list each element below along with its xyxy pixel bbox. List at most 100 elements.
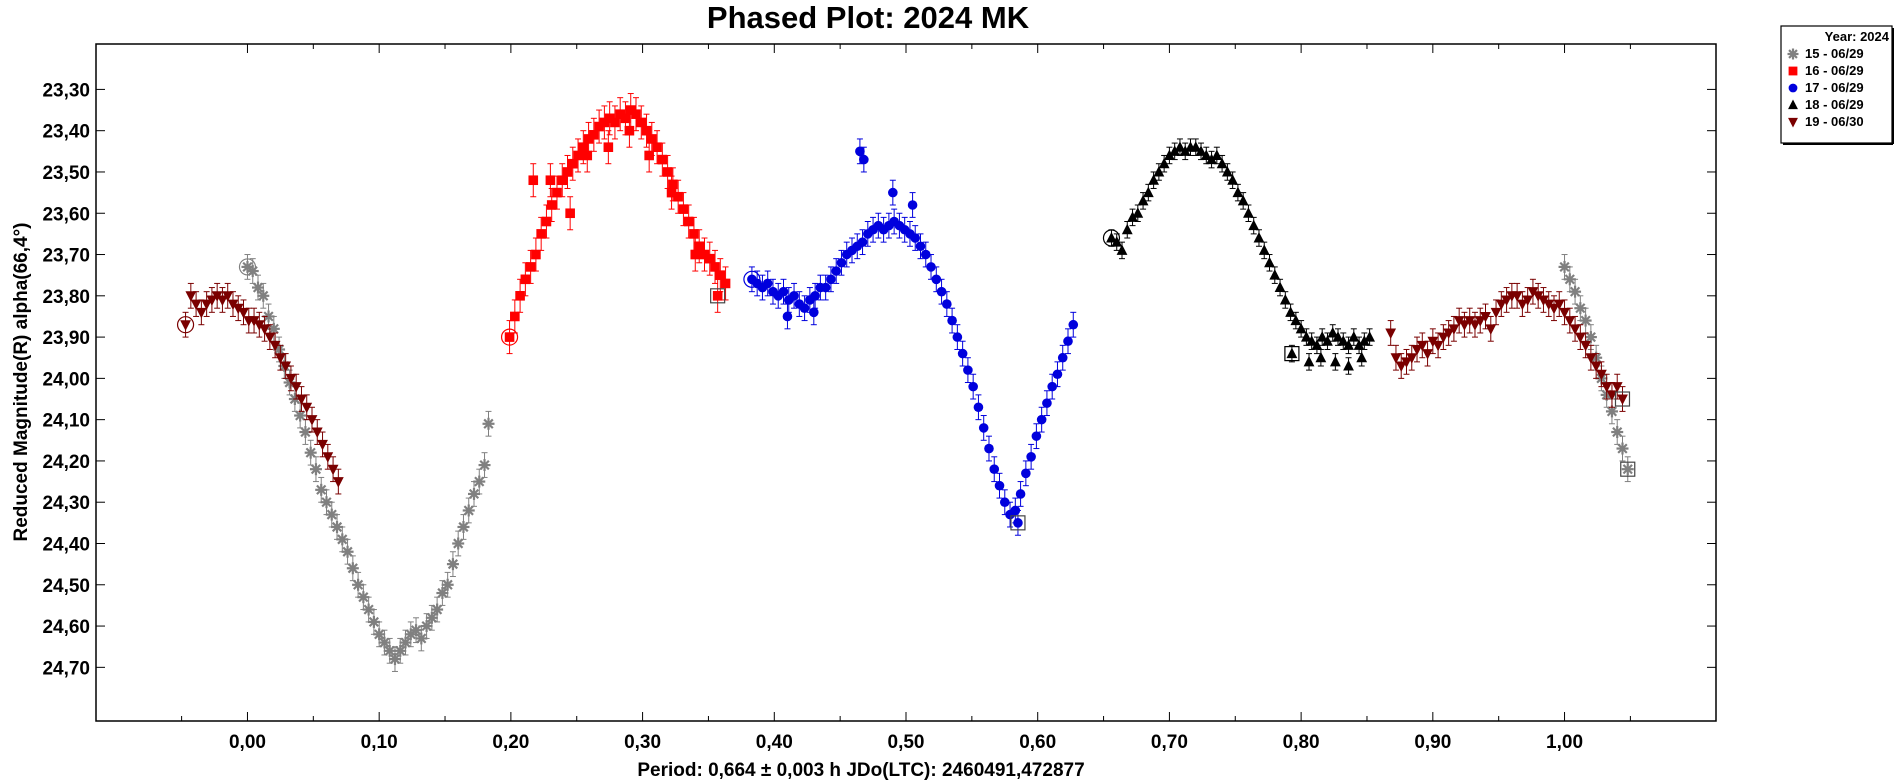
data-point: [1474, 316, 1486, 327]
y-tick-label: 23,80: [42, 287, 90, 308]
data-point: [1015, 489, 1026, 499]
data-point: [394, 644, 407, 657]
data-point: [831, 266, 841, 276]
data-point: [552, 187, 562, 198]
data-point: [431, 603, 444, 616]
data-point: [1332, 331, 1344, 342]
data-point: [1495, 299, 1507, 311]
data-point: [984, 443, 994, 454]
data-point: [280, 361, 292, 372]
data-point: [1322, 335, 1333, 346]
legend-marker: [1788, 66, 1798, 76]
data-point: [1200, 149, 1212, 160]
data-point: [1464, 316, 1476, 327]
data-point: [1315, 351, 1327, 363]
data-point: [907, 200, 918, 210]
data-point: [1279, 293, 1291, 305]
data-point: [582, 150, 593, 161]
data-point: [462, 504, 475, 517]
data-point: [1437, 332, 1449, 344]
data-point: [478, 459, 491, 472]
data-point: [1303, 355, 1315, 367]
data-point: [1132, 207, 1144, 218]
data-point: [311, 427, 323, 439]
data-point: [1621, 463, 1634, 476]
data-point: [1290, 314, 1302, 326]
data-point: [1585, 353, 1597, 364]
y-tick-label: 23,90: [42, 328, 90, 349]
data-point: [222, 291, 234, 302]
data-point: [704, 253, 715, 264]
data-point: [1264, 256, 1275, 268]
data-point: [1453, 316, 1465, 327]
data-point: [1216, 157, 1228, 169]
data-point: [1485, 324, 1497, 335]
x-tick-label: 0,20: [492, 732, 529, 753]
legend-entry-label: 16 - 06/29: [1805, 63, 1864, 78]
data-point: [1047, 381, 1057, 392]
data-point: [1406, 353, 1418, 364]
data-point: [762, 278, 773, 289]
data-point: [257, 289, 270, 302]
data-point: [1106, 232, 1117, 243]
data-point: [520, 274, 531, 285]
data-points: [176, 93, 1636, 672]
data-point: [1611, 382, 1623, 393]
y-tick-label: 24,70: [42, 658, 90, 679]
data-point: [331, 520, 344, 533]
data-point: [625, 105, 636, 115]
data-point: [1596, 369, 1607, 381]
x-tick-label: 1,00: [1546, 732, 1583, 753]
data-point: [810, 291, 820, 301]
data-point: [689, 229, 699, 239]
data-point: [1164, 149, 1175, 160]
data-point: [546, 200, 557, 210]
data-point: [357, 591, 370, 604]
x-tick-label: 0,00: [229, 732, 266, 753]
data-point: [715, 270, 726, 280]
data-point: [1195, 145, 1207, 156]
data-point: [515, 291, 525, 301]
data-point: [789, 291, 799, 301]
data-point: [957, 348, 968, 359]
data-point: [410, 624, 423, 637]
data-point: [994, 480, 1005, 491]
x-tick-label: 0,30: [624, 732, 661, 753]
data-point: [1042, 398, 1052, 408]
axis-ticks: 0,00 0,10 0,20 0,30 0,40 0,50 0,60 0,70 0,80 0,90…: [42, 44, 1716, 753]
data-point: [666, 187, 677, 198]
session-start-marker: [176, 316, 195, 334]
data-point: [227, 299, 239, 311]
data-point: [826, 274, 836, 285]
data-point: [1569, 324, 1581, 335]
data-point: [673, 191, 683, 202]
data-point: [264, 332, 276, 344]
data-point: [920, 249, 931, 260]
x-tick-label: 0,10: [361, 732, 398, 753]
data-point: [1111, 236, 1123, 247]
data-point: [1063, 336, 1073, 347]
session-end-marker: [710, 288, 726, 304]
data-point: [1516, 299, 1528, 311]
data-point: [678, 204, 689, 214]
data-point: [1295, 322, 1307, 334]
data-point: [1422, 349, 1433, 360]
data-point: [1036, 414, 1047, 425]
data-point: [1617, 394, 1628, 406]
data-point: [578, 142, 589, 153]
data-point: [322, 452, 334, 463]
data-point: [989, 464, 1000, 474]
data-point: [1148, 174, 1160, 185]
data-point: [195, 307, 207, 319]
data-point: [304, 446, 317, 459]
data-point: [1026, 452, 1036, 462]
data-point: [1564, 316, 1576, 327]
data-point: [306, 415, 318, 426]
legend-marker: [1788, 83, 1798, 93]
data-point: [248, 316, 260, 327]
data-point: [1316, 331, 1328, 342]
data-point: [301, 402, 313, 414]
data-point: [309, 463, 322, 476]
data-point: [1611, 426, 1624, 439]
data-point: [604, 113, 615, 124]
